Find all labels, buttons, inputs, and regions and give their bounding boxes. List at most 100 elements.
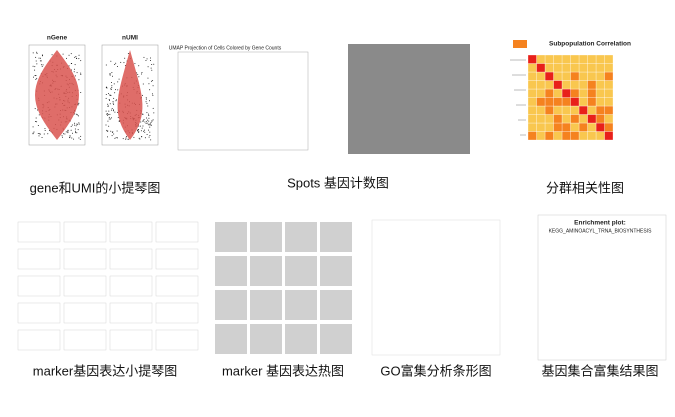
dot [152,80,154,82]
cell [544,63,554,73]
cell [604,105,614,115]
dot [125,137,127,139]
cell [604,122,614,132]
dot [76,124,78,126]
dot [109,113,111,115]
cell [544,105,554,115]
subplot [17,248,61,270]
dot [47,133,49,135]
cell [604,88,614,98]
cell [587,131,597,141]
dot [37,133,39,135]
dot [80,92,82,94]
cell [604,80,614,90]
dot [110,130,112,132]
dot [138,129,140,131]
cell [595,122,605,132]
cell [570,63,580,73]
cell [595,71,605,81]
dot [78,102,80,104]
cell [536,97,546,107]
plot-title: Subpopulation Correlation [549,41,631,48]
cell [587,80,597,90]
legend-swatch [513,40,527,48]
cell [561,80,571,90]
tile [320,290,352,320]
subplot [155,275,199,297]
dot [141,127,143,129]
caption: marker 基因表达热图 [222,363,344,378]
dot [115,137,117,139]
dot [74,56,76,58]
dot [116,111,118,113]
tile [215,222,247,252]
dot [109,74,111,76]
cell [578,114,588,124]
dot [137,73,139,75]
dot [105,64,107,66]
dot [149,123,151,125]
plot-title: Enrichment plot: [574,220,626,227]
subplot [63,248,107,270]
dot [149,135,151,137]
subplot [17,275,61,297]
dot [69,135,71,137]
tile [285,324,317,354]
cell [553,131,563,141]
cell [595,131,605,141]
dot [145,98,147,100]
cell [561,114,571,124]
dot [68,65,70,67]
cell [604,71,614,81]
tile [320,222,352,252]
cell [527,114,537,124]
caption: 分群相关性图 [546,180,624,195]
tile [320,324,352,354]
dot [116,137,118,139]
dot [150,80,152,82]
plot-title: nGene [47,35,68,42]
dot [33,131,35,133]
dot [108,99,110,101]
dot [78,137,80,139]
dot [40,60,42,62]
cell [527,122,537,132]
dot [114,92,116,94]
cell [604,54,614,64]
dot [145,60,147,62]
dot [152,94,154,96]
cell [570,80,580,90]
dot [35,78,37,80]
dot [111,85,113,87]
dot [62,53,64,55]
dot [35,56,37,58]
dot [146,119,148,121]
dot [41,137,43,139]
cell [553,71,563,81]
cell [578,71,588,81]
dot [148,83,150,85]
cell [527,54,537,64]
dot [108,105,110,107]
cell [536,114,546,124]
dot [35,121,37,123]
dot [35,74,37,76]
cell [595,88,605,98]
plot-title: UMAP Projection of Cells Colored by Gene… [169,45,282,51]
dot [116,65,118,67]
subplot [109,248,153,270]
dot [108,93,110,95]
dot [149,60,151,62]
dot [141,71,143,73]
dot [149,100,151,102]
dot [141,73,143,75]
dot [106,114,108,116]
dot [112,102,114,104]
dot [34,75,36,77]
cell [536,122,546,132]
dot [105,97,107,99]
dot [107,136,109,138]
dot [51,54,53,56]
dot [150,139,152,141]
cell [527,80,537,90]
